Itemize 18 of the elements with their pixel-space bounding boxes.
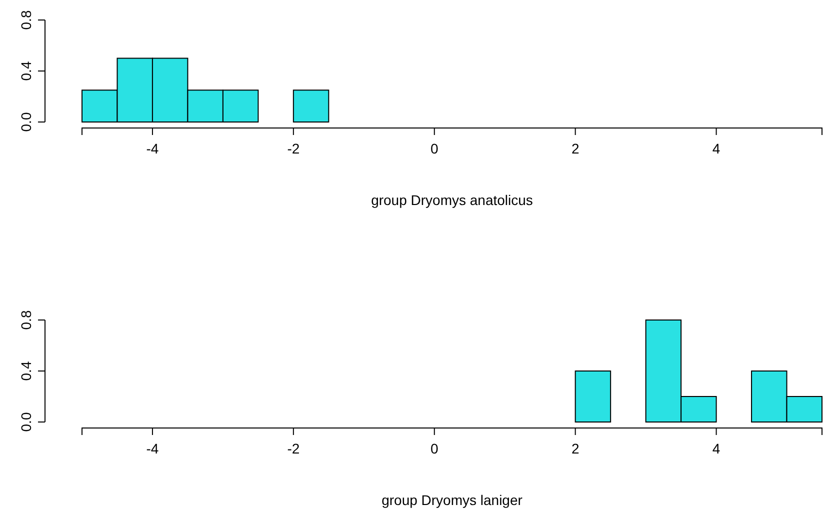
x-tick-label: 2 (571, 140, 580, 156)
y-tick-label: 0.4 (18, 61, 34, 81)
x-tick-label: -4 (146, 440, 159, 456)
y-tick-label: 0.0 (18, 412, 34, 432)
y-tick-label: 0.0 (18, 112, 34, 132)
x-tick-label: -2 (287, 140, 300, 156)
x-tick-label: 4 (712, 140, 720, 156)
x-tick-label: 2 (571, 440, 580, 456)
x-tick-label: 0 (430, 140, 438, 156)
x-tick-label: -4 (146, 140, 159, 156)
y-tick-label: 0.4 (18, 361, 34, 381)
x-axis-title: group Dryomys anatolicus (371, 192, 533, 208)
x-tick-label: -2 (287, 440, 300, 456)
x-axis-title: group Dryomys laniger (382, 492, 523, 508)
x-tick-label: 0 (430, 440, 438, 456)
y-tick-label: 0.8 (18, 310, 34, 330)
y-tick-label: 0.8 (18, 10, 34, 30)
x-tick-label: 4 (712, 440, 720, 456)
